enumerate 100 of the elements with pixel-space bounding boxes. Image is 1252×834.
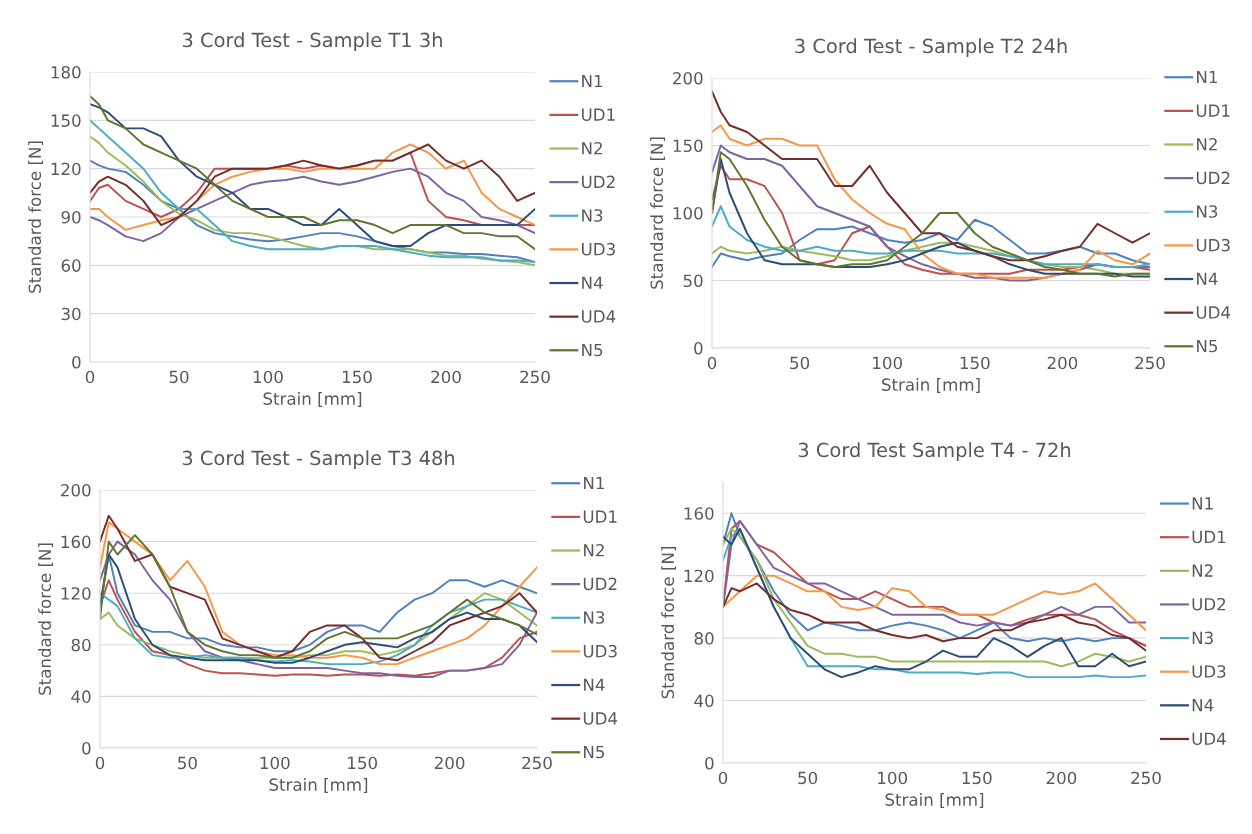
line-series	[723, 520, 1146, 627]
y-axis-title: Standard force [N]	[38, 543, 54, 695]
y-tick-label: 150	[673, 139, 703, 153]
legend-label: N4	[582, 276, 603, 289]
legend-label: N4	[1192, 699, 1214, 712]
y-tick-label: 80	[71, 638, 91, 652]
legend-label: UD4	[1192, 732, 1226, 746]
y-tick-label: 180	[51, 65, 81, 79]
line-series	[712, 205, 1150, 268]
x-tick-label: 150	[960, 356, 990, 370]
legend-label: N5	[1197, 339, 1218, 353]
legend-label: UD1	[582, 108, 615, 121]
x-tick-label: 50	[790, 356, 810, 370]
y-tick-label: 150	[51, 114, 81, 127]
chart-title: 3 Cord Test - Sample T3 48h	[182, 450, 455, 470]
x-tick-label: 250	[522, 756, 552, 770]
x-tick-label: 150	[962, 771, 992, 785]
x-tick-label: 150	[348, 756, 377, 770]
y-tick-label: 120	[61, 587, 91, 600]
x-tick-label: 50	[178, 756, 197, 770]
line-series	[723, 582, 1146, 652]
y-tick-label: 200	[673, 71, 703, 85]
legend-label: UD1	[1192, 530, 1226, 544]
x-axis-title: Strain [mm]	[269, 778, 368, 793]
x-tick-label: 100	[260, 756, 290, 770]
line-series	[90, 167, 535, 243]
x-tick-label: 200	[431, 370, 461, 384]
legend-label: N1	[582, 74, 603, 88]
x-tick-label: 100	[253, 370, 283, 384]
x-axis-title: Strain [mm]	[885, 793, 984, 808]
legend-label: N2	[1197, 137, 1217, 151]
legend-label: UD3	[582, 242, 615, 256]
y-tick-label: 0	[694, 341, 703, 355]
legend-label: N4	[584, 678, 605, 691]
x-tick-label: 50	[169, 370, 189, 384]
x-tick-label: 200	[1047, 356, 1078, 370]
legend-label: UD4	[1196, 306, 1231, 319]
legend-label: N3	[584, 611, 605, 624]
y-tick-label: 120	[684, 569, 714, 583]
x-tick-label: 100	[873, 356, 902, 370]
line-series	[100, 540, 537, 679]
legend-label: N5	[582, 343, 603, 357]
x-tick-label: 250	[1131, 771, 1161, 785]
chart-title: 3 Cord Test - Sample T2 24h	[795, 38, 1067, 58]
y-tick-label: 160	[684, 507, 714, 520]
x-tick-label: 150	[342, 370, 372, 384]
legend-label: UD4	[583, 712, 618, 725]
legend-label: UD2	[1192, 597, 1226, 611]
legend-label: UD1	[583, 510, 617, 523]
y-tick-label: 80	[694, 632, 714, 645]
legend-label: UD2	[582, 175, 615, 189]
y-tick-label: 40	[71, 690, 91, 703]
legend-label: N1	[1192, 497, 1213, 510]
legend-label: N2	[1192, 564, 1213, 577]
y-tick-label: 0	[82, 741, 91, 755]
x-tick-label: 250	[520, 370, 550, 384]
line-series	[712, 90, 1150, 262]
x-tick-label: 250	[1135, 356, 1165, 370]
legend-label: UD3	[1192, 665, 1226, 678]
legend-label: N2	[584, 543, 604, 557]
x-axis-title: Strain [mm]	[263, 392, 362, 407]
chart-title: 3 Cord Test - Sample T1 3h	[182, 32, 442, 52]
legend-label: N1	[584, 476, 604, 490]
y-tick-label: 120	[51, 162, 81, 176]
legend-label: UD3	[583, 644, 617, 658]
y-tick-label: 160	[61, 535, 91, 549]
line-series	[100, 579, 537, 677]
legend-label: N2	[582, 141, 602, 155]
y-tick-label: 60	[61, 259, 81, 272]
x-axis-title: Strain [mm]	[882, 378, 980, 393]
legend-label: UD2	[583, 577, 617, 591]
x-tick-label: 100	[878, 771, 907, 785]
legend-label: UD2	[1196, 171, 1230, 185]
legend-label: UD4	[582, 310, 616, 323]
line-series	[712, 218, 1150, 268]
chart-title: 3 Cord Test Sample T4 - 72h	[798, 442, 1071, 462]
y-tick-label: 50	[683, 274, 703, 288]
y-tick-label: 90	[61, 210, 81, 224]
y-tick-label: 30	[61, 307, 81, 321]
legend-label: N3	[582, 209, 603, 222]
y-tick-label: 100	[673, 206, 703, 220]
legend-label: N5	[584, 745, 605, 759]
x-tick-label: 200	[434, 756, 465, 770]
y-axis-title: Standard force [N]	[650, 137, 666, 289]
y-axis-title: Standard force [N]	[661, 547, 677, 699]
legend-label: UD3	[1196, 238, 1230, 252]
legend-label: N3	[1197, 205, 1218, 218]
y-axis-title: Standard force [N]	[28, 141, 44, 293]
y-tick-label: 200	[61, 483, 91, 497]
x-tick-label: 200	[1046, 771, 1077, 785]
legend-label: UD1	[1196, 104, 1230, 117]
y-tick-label: 40	[694, 694, 714, 708]
legend-label: N3	[1192, 631, 1213, 645]
x-tick-label: 0	[95, 756, 105, 770]
legend-label: N4	[1197, 272, 1218, 285]
legend-label: N1	[1197, 70, 1217, 84]
line-series	[723, 574, 1146, 632]
x-tick-label: 0	[718, 771, 728, 785]
line-series	[90, 159, 535, 264]
x-tick-label: 50	[798, 771, 818, 785]
